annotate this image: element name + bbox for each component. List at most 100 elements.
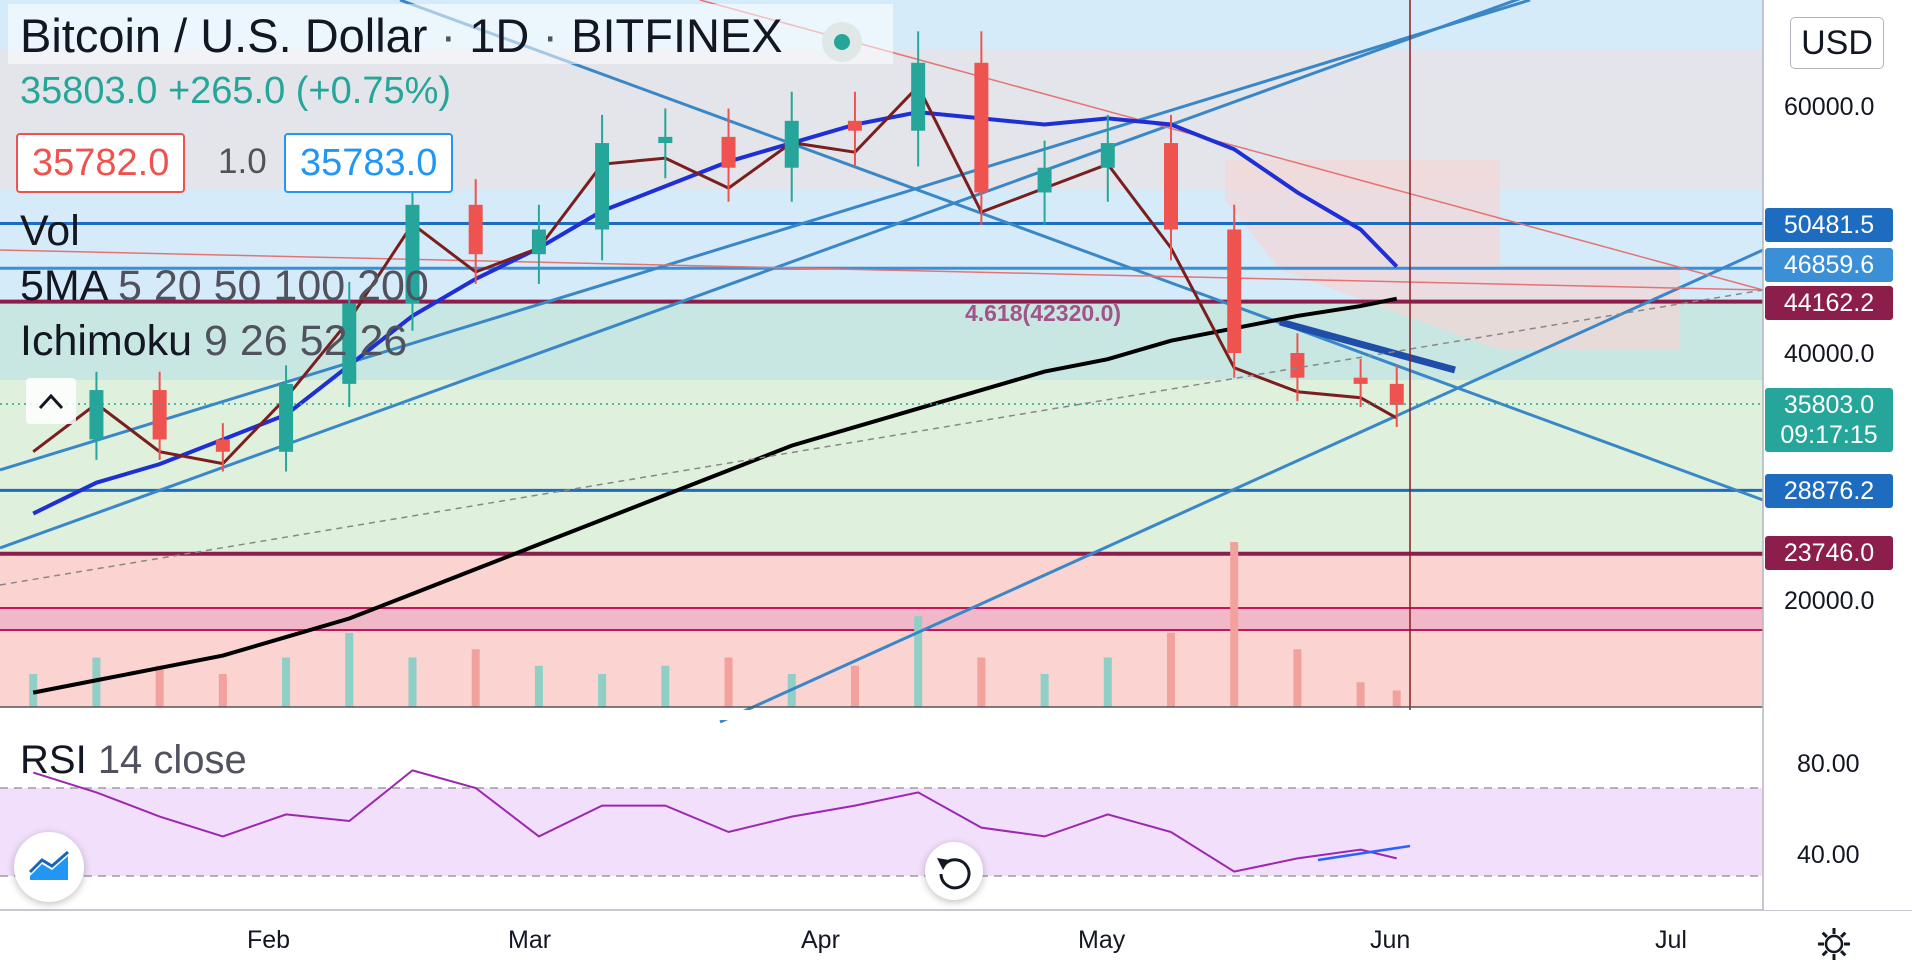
candle: [784, 120, 799, 168]
trend-line: [0, 0, 1531, 472]
rsi-name: RSI: [20, 738, 87, 782]
exchange-label: BITFINEX: [571, 9, 783, 62]
candle: [468, 204, 483, 255]
candle: [1100, 143, 1115, 168]
symbol-title[interactable]: Bitcoin / U.S. Dollar · 1D · BITFINEX: [20, 12, 783, 59]
reset-icon: [937, 858, 971, 890]
time-tick: Jun: [1370, 926, 1411, 954]
volume-bar: [282, 657, 291, 707]
time-tick: Feb: [247, 926, 291, 954]
last-price-tag[interactable]: 35803.0: [1765, 388, 1893, 422]
vol-name: Vol: [20, 207, 80, 255]
volume-bar: [155, 665, 164, 707]
trend-line: [719, 248, 1764, 724]
rsi-tick: 40.00: [1797, 841, 1860, 869]
candle: [405, 204, 420, 304]
trend-line: [0, 249, 1764, 291]
candle: [1227, 229, 1242, 353]
volume-bar: [1040, 674, 1049, 707]
volume-bar: [534, 665, 543, 707]
buy-price-button[interactable]: 35783.0: [284, 133, 454, 193]
candle: [1164, 143, 1178, 230]
volume-bar: [1103, 657, 1112, 707]
candle: [847, 120, 862, 131]
level-tag-28876[interactable]: 28876.2: [1765, 474, 1893, 508]
sell-price-button[interactable]: 35782.0: [16, 133, 186, 193]
candle: [1037, 167, 1052, 193]
last-price: 35803.0: [20, 70, 158, 112]
zone-green: [0, 380, 1763, 552]
rsi-divergence-line: [1317, 844, 1411, 862]
rsi-tick: 80.00: [1797, 750, 1860, 778]
rsi-indicator-label[interactable]: RSI 14 close: [20, 740, 247, 780]
vol-indicator-label[interactable]: Vol: [20, 210, 80, 253]
gear-icon: [1818, 928, 1850, 960]
legend-box: [8, 4, 893, 64]
reset-chart-button[interactable]: [925, 842, 983, 900]
volume-bar: [1167, 632, 1175, 707]
dashed-trendline: [0, 289, 1764, 586]
level-tag-23746[interactable]: 23746.0: [1765, 536, 1893, 570]
volume-bar: [1293, 649, 1302, 707]
price-axis-bg[interactable]: [1764, 0, 1912, 910]
time-tick: Mar: [508, 926, 552, 954]
ichimoku-params: 9 26 52 26: [204, 317, 408, 365]
volume-bar: [218, 674, 227, 707]
symbol-name: Bitcoin / U.S. Dollar: [20, 9, 428, 62]
currency-button[interactable]: USD: [1790, 17, 1884, 69]
fib-label: 4.618(42320.0): [965, 300, 1122, 326]
separator-dot: ·: [542, 9, 572, 62]
collapse-legend-button[interactable]: [26, 378, 76, 424]
volume-bar: [1392, 690, 1401, 707]
ma-name: 5MA: [20, 262, 107, 310]
trend-line: [399, 0, 1764, 502]
time-axis-bg[interactable]: [0, 911, 1763, 973]
candle: [658, 136, 673, 144]
candle: [89, 390, 104, 440]
separator-dot: ·: [440, 9, 470, 62]
level-tag-44162[interactable]: 44162.2: [1765, 286, 1893, 320]
volume-bar: [1230, 542, 1239, 707]
price-change-row: 35803.0 +265.0 (+0.75%): [20, 72, 451, 110]
level-tag-50481[interactable]: 50481.5: [1765, 208, 1893, 242]
volume-bar: [471, 649, 480, 707]
candle: [1353, 377, 1368, 384]
candle: [974, 62, 989, 193]
volume-bar: [977, 657, 986, 707]
time-tick: Apr: [801, 926, 840, 954]
candle: [911, 62, 926, 131]
candle: [1389, 383, 1404, 405]
wedge-line: [1279, 318, 1456, 374]
chart-area-icon: [28, 850, 69, 880]
candle: [279, 383, 294, 452]
rsi-line: [32, 769, 1397, 873]
candle: [152, 390, 167, 440]
spread-label: 1.0: [218, 142, 267, 181]
candle: [342, 303, 357, 384]
volume-bar: [408, 657, 417, 707]
candle: [531, 229, 546, 255]
countdown-tag: 09:17:15: [1765, 418, 1893, 452]
chart-style-button[interactable]: [14, 832, 84, 902]
ichimoku-name: Ichimoku: [20, 317, 193, 365]
volume-bar: [598, 674, 607, 707]
price-tick: 60000.0: [1784, 93, 1875, 121]
rsi-params: 14 close: [97, 738, 247, 782]
ma-indicator-label[interactable]: 5MA 5 20 50 100 200: [20, 265, 429, 308]
pane-separator[interactable]: [0, 710, 1763, 720]
ma-params: 5 20 50 100 200: [118, 262, 429, 310]
volume-bar: [661, 665, 670, 707]
trend-line: [0, 0, 1521, 550]
chevron-up-icon: [38, 393, 64, 410]
market-status-icon[interactable]: [822, 22, 862, 62]
level-tag-46859[interactable]: 46859.6: [1765, 248, 1893, 282]
price-change: +265.0 (+0.75%): [167, 70, 452, 112]
candle: [721, 136, 736, 168]
time-tick: Jul: [1655, 926, 1687, 954]
settings-button[interactable]: [1812, 922, 1856, 966]
ichimoku-indicator-label[interactable]: Ichimoku 9 26 52 26: [20, 320, 407, 363]
interval-label: 1D: [469, 9, 530, 62]
candle: [1290, 353, 1305, 378]
volume-bar: [850, 665, 859, 707]
